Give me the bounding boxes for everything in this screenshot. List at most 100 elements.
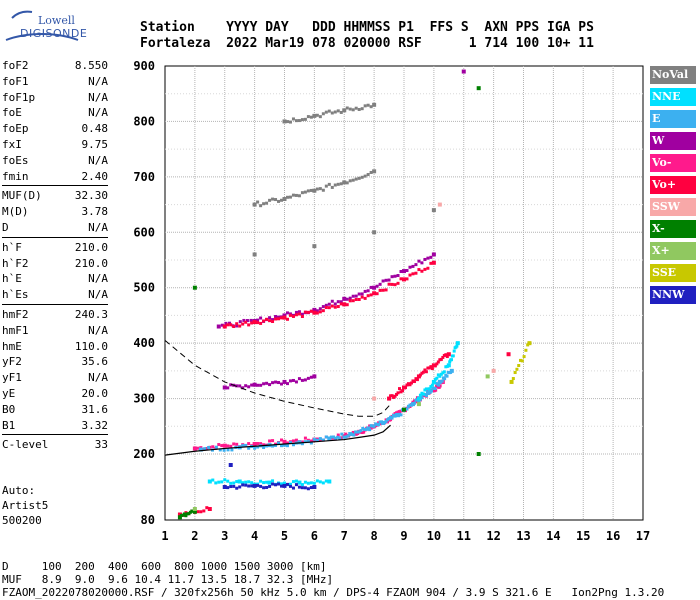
echo-point xyxy=(247,323,251,327)
echo-point xyxy=(259,321,263,325)
param-value: N/A xyxy=(88,288,108,302)
echo-point xyxy=(196,446,200,450)
echo-point xyxy=(342,302,347,307)
echo-point xyxy=(315,311,319,315)
param-separator xyxy=(2,434,108,436)
echo-point xyxy=(228,463,233,467)
echo-point xyxy=(291,193,295,197)
echo-point xyxy=(303,436,307,440)
echo-point xyxy=(277,441,281,445)
param-value: 240.3 xyxy=(74,307,108,321)
echo-point xyxy=(357,297,361,301)
echo-point xyxy=(280,484,284,488)
echo-point xyxy=(297,485,301,489)
param-value: 3.32 xyxy=(81,418,109,432)
y-tick-label: 600 xyxy=(133,225,155,239)
echo-point xyxy=(306,481,310,485)
param-row: h`F 210.0 xyxy=(2,240,108,256)
muf-dashed-curve xyxy=(164,339,391,417)
echo-point xyxy=(348,107,352,111)
echo-point xyxy=(274,315,278,319)
echo-point xyxy=(333,305,337,309)
echo-point xyxy=(440,379,444,383)
legend-item-x-: X+ xyxy=(650,242,696,260)
echo-point xyxy=(318,307,322,311)
param-row: foF1 N/A xyxy=(2,74,108,90)
echo-point xyxy=(235,322,239,326)
echo-point xyxy=(300,118,304,122)
echo-point xyxy=(288,195,292,199)
echo-point xyxy=(203,447,207,451)
param-row: D N/A xyxy=(2,220,108,236)
param-name: foF2 xyxy=(2,59,29,72)
echo-point xyxy=(252,320,257,325)
echo-point xyxy=(330,299,334,303)
echo-point xyxy=(235,442,239,446)
echo-point xyxy=(327,436,332,441)
param-name: yF2 xyxy=(2,355,22,369)
echo-point xyxy=(324,303,328,307)
x-tick-label: 4 xyxy=(251,529,258,543)
echo-point xyxy=(202,509,206,513)
echo-point xyxy=(354,106,358,110)
echo-point xyxy=(345,106,349,110)
echo-point xyxy=(372,102,377,107)
echo-point xyxy=(300,486,304,490)
legend-item-sse: SSE xyxy=(650,264,696,282)
param-name: fmin xyxy=(2,169,29,183)
x-tick-label: 13 xyxy=(516,529,530,543)
echo-point xyxy=(330,111,334,115)
plot-axes: 1 2 3 4 5 6 7 8 9 10 11 12 13 14 15 16 17802003004005006… xyxy=(133,59,650,543)
echo-point xyxy=(224,321,228,325)
echo-point xyxy=(430,383,434,387)
echo-point xyxy=(222,443,227,448)
echo-point xyxy=(315,113,319,117)
echo-point xyxy=(312,307,317,312)
param-row: hmE 110.0 xyxy=(2,339,108,355)
echo-point xyxy=(423,267,427,271)
echo-point xyxy=(366,173,370,177)
echo-point xyxy=(368,428,372,432)
echo-point xyxy=(327,302,331,306)
echo-point xyxy=(211,478,215,482)
echo-point xyxy=(416,402,421,407)
x-tick-label: 10 xyxy=(427,529,441,543)
echo-point xyxy=(357,176,361,180)
echo-point xyxy=(327,109,331,113)
param-name: yE xyxy=(2,386,16,400)
echo-point xyxy=(214,481,218,485)
true-height-profile xyxy=(164,424,391,456)
echo-point xyxy=(271,197,275,201)
echo-point xyxy=(393,394,397,398)
echo-point xyxy=(303,378,307,382)
param-row: B1 3.32 xyxy=(2,418,108,434)
echo-point xyxy=(396,281,400,285)
echo-point xyxy=(271,320,275,324)
echo-point xyxy=(294,193,298,197)
param-row: C-level 33 xyxy=(2,437,108,453)
echo-point xyxy=(315,479,319,483)
echo-point xyxy=(241,481,245,485)
echo-point xyxy=(344,435,348,439)
echo-point xyxy=(300,312,304,316)
echo-point xyxy=(259,316,263,320)
echo-point xyxy=(342,180,347,185)
echo-point xyxy=(336,435,340,439)
echo-point xyxy=(340,432,344,436)
param-row: M(D) 3.78 xyxy=(2,204,108,220)
echo-point xyxy=(280,438,284,442)
echo-point xyxy=(402,407,406,412)
param-value: N/A xyxy=(88,220,108,234)
param-value: 210.0 xyxy=(74,256,108,270)
echo-point xyxy=(399,413,403,417)
echo-point xyxy=(312,310,317,315)
echo-point xyxy=(280,444,284,448)
echo-point xyxy=(450,358,454,362)
echo-point xyxy=(271,482,275,486)
echo-point xyxy=(268,198,272,202)
param-row: hmF1 N/A xyxy=(2,323,108,339)
echo-point xyxy=(312,244,317,249)
echo-point xyxy=(256,318,260,322)
echo-point xyxy=(444,353,448,357)
echo-point xyxy=(476,86,481,91)
